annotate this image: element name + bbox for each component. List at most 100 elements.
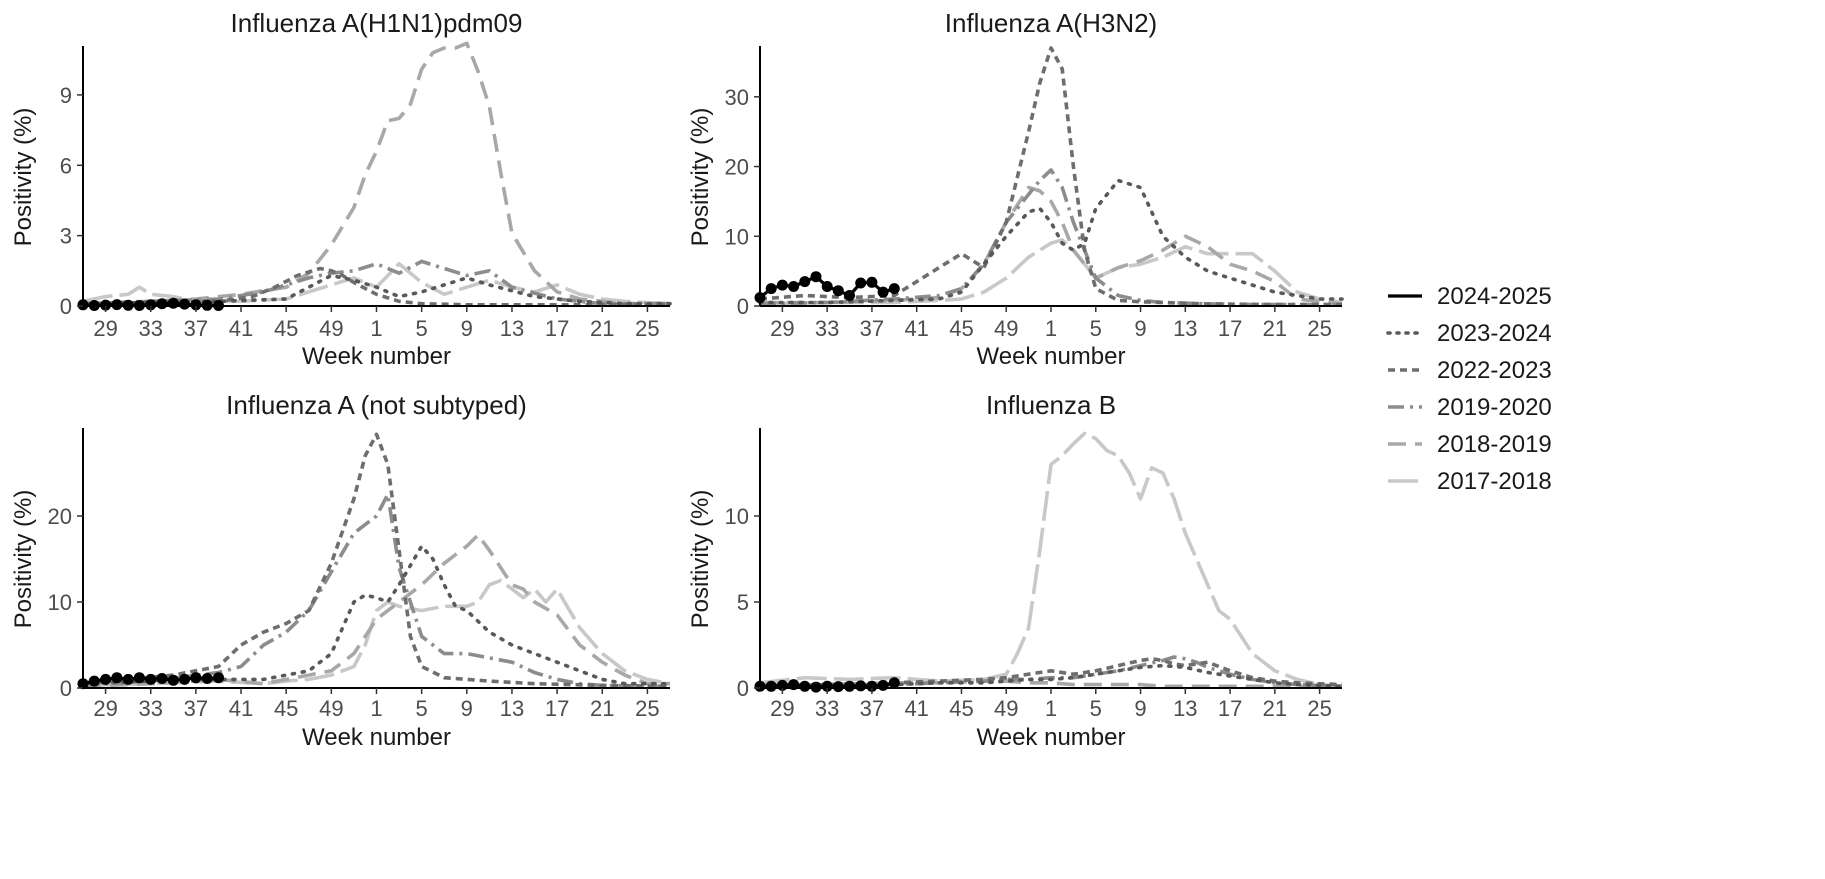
series-line-2022-2023 [759,46,1342,307]
data-point-2024-2025 [100,673,112,685]
legend-label: 2017-2018 [1437,468,1552,495]
x-tick-label: 37 [184,316,208,341]
legend-item-2023-2024: 2023-2024 [1386,320,1552,347]
x-tick-label: 1 [1045,696,1057,721]
series-line-2022-2023 [82,266,670,307]
x-tick-label: 37 [860,316,884,341]
data-point-2024-2025 [844,680,855,692]
x-tick-label: 41 [229,316,253,341]
series-line-2019-2020 [82,259,670,306]
y-tick-label: 10 [725,504,749,529]
x-tick-label: 1 [370,316,382,341]
x-tick-label: 37 [184,696,208,721]
series-line-2018-2019 [82,41,670,306]
x-axis-title: Week number [302,343,451,370]
data-point-2024-2025 [821,281,833,292]
y-tick-label: 5 [737,590,749,615]
data-point-2024-2025 [855,680,867,692]
series-line-2023-2024 [758,663,1344,689]
y-tick-label: 10 [725,224,749,249]
data-point-2024-2025 [844,290,855,301]
data-point-2024-2025 [167,297,179,309]
data-point-2024-2025 [799,680,811,692]
data-point-2024-2025 [888,283,900,295]
panel-title: Influenza A(H3N2) [945,8,1157,38]
legend-label: 2024-2025 [1437,283,1552,310]
data-point-2024-2025 [776,279,788,291]
legend-label: 2019-2020 [1437,394,1552,421]
y-tick-label: 0 [737,676,749,701]
x-tick-label: 9 [461,696,473,721]
data-point-2024-2025 [832,681,844,693]
x-axis-title: Week number [977,343,1126,370]
x-tick-label: 9 [1134,696,1146,721]
x-tick-label: 41 [904,316,928,341]
panel-influenza-a-h3n2: Influenza A(H3N2) 29 33 37 41 45 49 1 5 9 13 17 21 25… [687,8,1344,370]
data-point-2024-2025 [765,283,777,295]
x-axis-title: Week number [302,724,451,751]
x-tick-label: 17 [1218,696,1242,721]
legend-item-2024-2025: 2024-2025 [1388,283,1552,310]
series-line-2023-2024 [81,273,672,306]
x-tick-label: 25 [635,696,659,721]
data-point-2024-2025 [866,680,878,692]
x-tick-label: 9 [461,316,473,341]
x-tick-label: 17 [545,696,569,721]
legend-label: 2018-2019 [1437,431,1552,458]
y-tick-label: 10 [48,590,72,615]
x-tick-label: 41 [904,696,928,721]
x-tick-label: 29 [93,696,117,721]
series-group [77,432,672,690]
data-point-2024-2025 [179,673,191,685]
data-point-2024-2025 [855,277,867,289]
x-tick-label: 45 [274,316,298,341]
data-point-2024-2025 [145,673,157,685]
panel-influenza-b: Influenza B 29 33 37 41 45 49 1 5 9 13 17 21 25 0 5 10 We… [687,390,1344,751]
legend-item-2018-2019: 2018-2019 [1388,431,1552,458]
panel-title: Influenza B [986,390,1116,420]
data-point-2024-2025 [788,281,800,292]
x-tick-label: 33 [815,696,839,721]
data-point-2024-2025 [888,677,900,689]
x-tick-label: 49 [994,316,1018,341]
x-tick-label: 13 [500,696,524,721]
data-point-2024-2025 [190,672,202,684]
y-axis-title: Positivity (%) [10,490,37,629]
x-tick-label: 9 [1134,316,1146,341]
x-tick-label: 21 [590,316,614,341]
x-tick-label: 1 [370,696,382,721]
series-line-2017-2018 [82,578,671,688]
y-tick-label: 30 [725,85,749,110]
series-line-2023-2024 [758,178,1344,305]
y-tick-label: 0 [60,294,72,319]
x-tick-label: 49 [319,696,343,721]
panel-title: Influenza A (not subtyped) [226,390,527,420]
y-axis-title: Positivity (%) [687,490,714,629]
data-point-2024-2025 [167,674,179,686]
legend: 2024-2025 2023-2024 2022-2023 2019-2020 2018… [1386,283,1552,495]
x-tick-label: 33 [138,696,162,721]
x-tick-label: 45 [949,696,973,721]
panel-influenza-a-h1n1-pdm09: Influenza A(H1N1)pdm09 29 33 37 41 45 49 1 5 9 13 1… [10,8,672,370]
data-point-2024-2025 [179,298,191,310]
series-group [754,46,1344,307]
y-tick-label: 9 [60,83,72,108]
y-tick-label: 20 [725,155,749,180]
x-tick-label: 45 [949,316,973,341]
x-tick-label: 13 [1173,316,1197,341]
data-point-2024-2025 [88,675,100,687]
series-line-2017-2018 [759,431,1343,689]
legend-label: 2022-2023 [1437,357,1552,384]
data-point-2024-2025 [111,672,123,684]
x-tick-label: 29 [93,316,117,341]
x-tick-label: 21 [590,696,614,721]
x-tick-label: 5 [416,696,428,721]
x-tick-label: 21 [1263,696,1287,721]
y-tick-label: 20 [48,504,72,529]
series-line-2019-2020 [82,492,671,689]
legend-label: 2023-2024 [1437,320,1552,347]
data-point-2024-2025 [145,299,157,311]
x-tick-label: 33 [138,316,162,341]
legend-item-2019-2020: 2019-2020 [1388,394,1552,421]
